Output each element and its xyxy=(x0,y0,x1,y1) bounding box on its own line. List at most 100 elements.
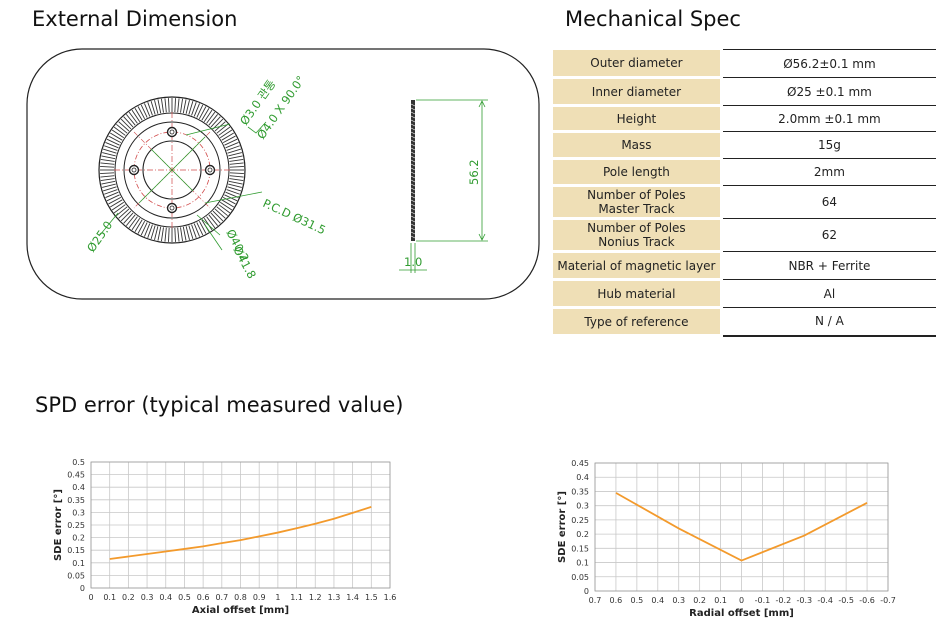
spec-key: Height xyxy=(553,105,720,133)
external-dimension-title: External Dimension xyxy=(32,7,238,31)
x-tick-label: 0.5 xyxy=(630,596,643,605)
x-axis-label: Axial offset [mm] xyxy=(192,605,289,616)
y-axis-label: SDE error [°] xyxy=(53,489,64,561)
x-tick-label: 0.6 xyxy=(197,593,210,602)
mounting-holes xyxy=(128,126,216,214)
y-tick-label: 0.3 xyxy=(72,508,85,517)
spec-value: 15g xyxy=(722,131,936,159)
y-tick-label: 0.25 xyxy=(67,521,85,530)
x-tick-label: 0.8 xyxy=(234,593,247,602)
x-tick-label: 0.1 xyxy=(714,596,727,605)
y-tick-label: 0.1 xyxy=(576,559,589,568)
spec-row: Number of Poles Master Track 64 xyxy=(553,185,936,220)
spec-row: Outer diameter Ø56.2±0.1 mm xyxy=(553,49,936,79)
drawing-frame xyxy=(26,48,540,300)
height-label: 56.2 xyxy=(467,159,481,185)
spec-key: Material of magnetic layer xyxy=(553,251,720,281)
front-view: Ø3.0 관통 Ø4.0 X 90.0° P.C.D Ø31.5 Ø25.0 Ø… xyxy=(84,73,328,281)
diameter-41-label: Ø41.8 xyxy=(230,244,259,281)
x-tick-label: -0.2 xyxy=(776,596,792,605)
x-tick-label: -0.1 xyxy=(755,596,771,605)
x-tick-label: 0 xyxy=(88,593,93,602)
y-tick-label: 0.45 xyxy=(67,471,85,480)
x-tick-label: 0.6 xyxy=(610,596,623,605)
spec-value: 2.0mm ±0.1 mm xyxy=(722,105,936,132)
y-tick-label: 0.35 xyxy=(67,496,85,505)
x-tick-label: -0.5 xyxy=(838,596,854,605)
x-tick-label: -0.4 xyxy=(817,596,833,605)
mechanical-spec-table: Outer diameter Ø56.2±0.1 mm Inner diameter… xyxy=(553,49,936,337)
side-view: 56.2 1.0 xyxy=(399,99,488,273)
x-tick-label: 0.3 xyxy=(141,593,154,602)
x-tick-label: 1.3 xyxy=(328,593,341,602)
spec-key: Number of Poles Nonius Track xyxy=(553,218,720,253)
spec-key-line: Inner diameter xyxy=(591,84,682,99)
axial-offset-chart: 0 0.05 0.1 0.15 0.2 0.25 0.3 0.35 0.4 0.45 0.5 0 0.1… xyxy=(53,458,397,616)
spec-key-line: Number of Poles xyxy=(587,188,686,202)
radial-offset-chart: 0 0.05 0.1 0.15 0.2 0.25 0.3 0.35 0.4 0.45 0.7 0.6 0… xyxy=(557,459,896,619)
hub-circle xyxy=(123,121,221,219)
x-tick-label: 0.3 xyxy=(672,596,685,605)
spec-key-line: Material of magnetic layer xyxy=(557,258,716,273)
inner-diameter-label: Ø25.0 xyxy=(84,218,115,254)
y-tick-label: 0.05 xyxy=(571,573,589,582)
x-tick-label: 0.1 xyxy=(103,593,116,602)
spec-key: Inner diameter xyxy=(553,77,720,107)
y-tick-label: 0.45 xyxy=(571,459,589,468)
spec-row: Height 2.0mm ±0.1 mm xyxy=(553,105,936,133)
x-tick-label: 0 xyxy=(739,596,744,605)
magnetic-ring-ticks xyxy=(100,98,244,242)
spec-key-line: Nonius Track xyxy=(598,235,675,249)
x-tick-label: 0.7 xyxy=(589,596,602,605)
spec-row: Number of Poles Nonius Track 62 xyxy=(553,218,936,253)
x-tick-label: 1 xyxy=(275,593,280,602)
spec-row: Mass 15g xyxy=(553,131,936,160)
y-axis-label: SDE error [°] xyxy=(557,491,568,563)
dimension-lines xyxy=(99,121,267,251)
spec-value: N / A xyxy=(722,307,936,337)
y-tick-label: 0.1 xyxy=(72,559,85,568)
spec-row: Hub material Al xyxy=(553,279,936,309)
side-profile xyxy=(411,100,415,241)
spec-row: Pole length 2mm xyxy=(553,158,936,187)
y-tick-label: 0 xyxy=(584,587,589,596)
y-tick-label: 0.35 xyxy=(571,487,589,496)
bore-circle xyxy=(142,140,202,200)
x-tick-label: 1.5 xyxy=(365,593,378,602)
plot-frame xyxy=(594,462,889,592)
spec-key-line: Type of reference xyxy=(584,314,689,329)
spec-key: Hub material xyxy=(553,279,720,309)
spec-value: Ø25 ±0.1 mm xyxy=(722,77,936,106)
y-tick-label: 0.15 xyxy=(67,546,85,555)
spec-key: Mass xyxy=(553,131,720,160)
x-tick-label: 0.7 xyxy=(215,593,228,602)
spec-value: Ø56.2±0.1 mm xyxy=(722,49,936,78)
x-tick-label: 0.5 xyxy=(178,593,191,602)
spec-value: Al xyxy=(722,279,936,308)
spec-key-line: Master Track xyxy=(598,202,675,216)
spec-key: Pole length xyxy=(553,158,720,187)
series-line xyxy=(615,492,868,562)
plot-frame xyxy=(90,461,391,589)
y-tick-label: 0.4 xyxy=(576,473,589,482)
spec-key-line: Number of Poles xyxy=(587,221,686,235)
y-tick-label: 0 xyxy=(80,584,85,593)
x-tick-label: 0.9 xyxy=(253,593,266,602)
spec-row: Material of magnetic layer NBR + Ferrite xyxy=(553,251,936,281)
spec-value: 2mm xyxy=(722,158,936,186)
spec-key: Type of reference xyxy=(553,307,720,337)
spec-row: Type of reference N / A xyxy=(553,307,936,337)
y-tick-label: 0.25 xyxy=(571,516,589,525)
x-tick-label: 1.6 xyxy=(384,593,397,602)
x-tick-label: 0.4 xyxy=(159,593,172,602)
spd-error-title: SPD error (typical measured value) xyxy=(35,393,404,417)
y-tick-label: 0.4 xyxy=(72,483,85,492)
x-axis-label: Radial offset [mm] xyxy=(689,608,794,619)
y-tick-label: 0.15 xyxy=(571,544,589,553)
external-dimension-drawing: Ø3.0 관통 Ø4.0 X 90.0° P.C.D Ø31.5 Ø25.0 Ø… xyxy=(26,48,540,300)
x-tick-label: 0.2 xyxy=(122,593,135,602)
mechanical-spec-title: Mechanical Spec xyxy=(565,7,741,31)
spec-key: Outer diameter xyxy=(553,49,720,79)
thickness-label: 1.0 xyxy=(404,255,422,269)
y-tick-label: 0.3 xyxy=(576,502,589,511)
